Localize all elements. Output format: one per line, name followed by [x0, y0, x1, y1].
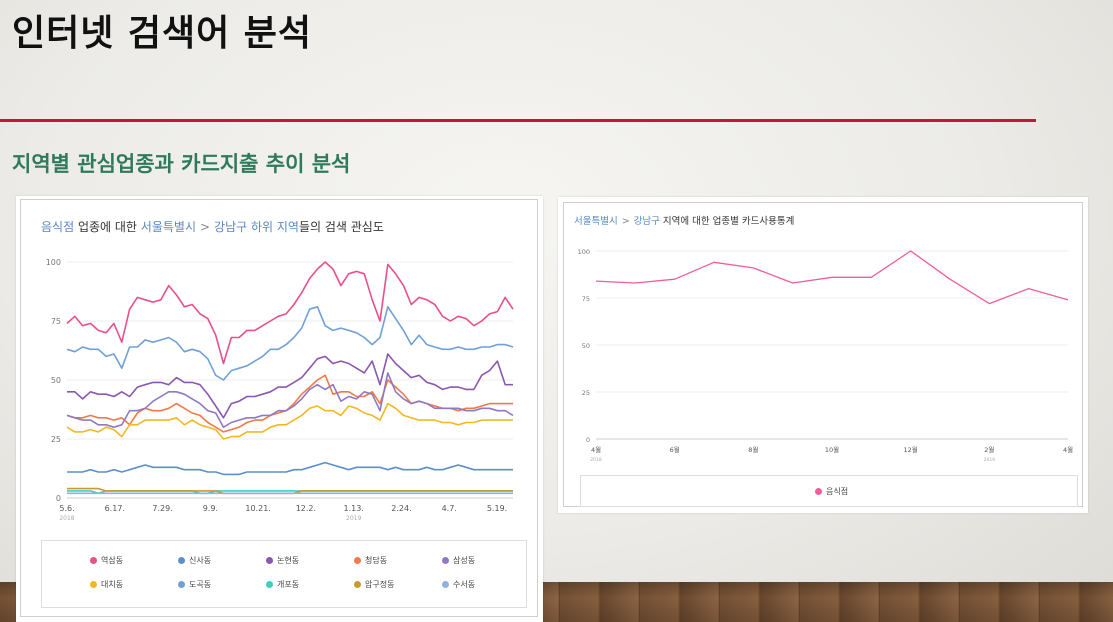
x-tick-label: 10월	[825, 445, 839, 454]
series-line-역삼동	[66, 261, 514, 365]
y-tick-label: 25	[582, 389, 590, 397]
legend-label: 청담동	[365, 556, 388, 565]
x-tick-label: 8월	[748, 445, 758, 454]
series-line-논현동	[67, 353, 513, 419]
x-tick-label: 5.6.	[59, 504, 74, 513]
x-tick-label: 2월	[984, 445, 994, 454]
card-usage-chart: 0 25 50 75 100 4월 2018 6월 8월 10월 12월 2월 2019 4월	[578, 248, 1073, 463]
legend-item[interactable]: 대치동	[90, 579, 123, 590]
legend-item[interactable]: 삼성동	[442, 555, 475, 566]
legend-item[interactable]: 개포동	[266, 579, 299, 590]
y-tick-label: 25	[51, 435, 61, 444]
legend-item[interactable]: 청담동	[354, 555, 387, 566]
series-line-청담동	[66, 374, 513, 433]
legend-label: 논현동	[277, 556, 300, 565]
x-tick-year: 2019	[346, 515, 361, 522]
series-line-대치동	[66, 402, 513, 440]
x-tick-label: 5.19.	[487, 504, 507, 513]
legend-label: 수서동	[453, 580, 476, 589]
x-tick-label: 4.7.	[442, 504, 457, 513]
legend-swatch	[442, 581, 449, 588]
search-interest-frame: 음식점 업종에 대한 서울특별시 > 강남구 하위 지역들의 검색 관심도 0 25 5…	[20, 199, 538, 617]
legend-item[interactable]: 신사동	[178, 555, 211, 566]
card-usage-legend: 음식점	[580, 475, 1078, 507]
caption-text: 업종에 대한	[74, 220, 141, 234]
legend-swatch	[178, 581, 185, 588]
caption-district: 강남구	[633, 216, 660, 227]
card-usage-panel: 서울특별시 > 강남구 지역에 대한 업종별 카드사용통계 0 25 50 75 100 4월…	[558, 197, 1088, 513]
x-tick-label: 10.21.	[245, 504, 270, 513]
y-tick-label: 50	[51, 376, 61, 385]
search-interest-panel: 음식점 업종에 대한 서울특별시 > 강남구 하위 지역들의 검색 관심도 0 25 5…	[16, 196, 543, 622]
caption-suffix: 지역에 대한 업종별 카드사용통계	[659, 216, 795, 227]
x-tick-label: 7.29.	[152, 504, 172, 513]
legend-label: 음식점	[826, 487, 849, 496]
legend-swatch	[90, 581, 97, 588]
legend-swatch	[815, 488, 822, 495]
legend-swatch	[90, 557, 97, 564]
legend-swatch	[442, 557, 449, 564]
legend-item[interactable]: 압구정동	[354, 579, 394, 590]
legend-swatch	[178, 557, 185, 564]
y-tick-label: 50	[582, 342, 590, 350]
series-line-음식점	[595, 250, 1069, 305]
slide-subtitle: 지역별 관심업종과 카드지출 추이 분석	[12, 152, 351, 176]
caption-city: 서울특별시	[574, 216, 618, 227]
legend-label: 도곡동	[189, 580, 212, 589]
title-divider	[0, 119, 1036, 122]
y-tick-label: 75	[582, 295, 590, 303]
x-tick-label: 4월	[591, 445, 601, 454]
x-tick-year: 2018	[590, 457, 602, 463]
y-tick-label: 75	[51, 317, 61, 326]
legend-label: 역삼동	[101, 556, 124, 565]
legend-label: 신사동	[189, 556, 212, 565]
caption-chevron: >	[621, 216, 630, 227]
caption-chevron: >	[199, 220, 211, 234]
legend-swatch	[354, 581, 361, 588]
caption-suffix: 들의 검색 관심도	[298, 220, 384, 234]
legend-label: 압구정동	[365, 580, 395, 589]
x-tick-label: 9.9.	[203, 504, 218, 513]
y-tick-label: 0	[56, 494, 61, 503]
series-line-신사동	[67, 461, 513, 476]
x-tick-label: 6.17.	[105, 504, 125, 513]
legend-item[interactable]: 음식점	[815, 486, 848, 497]
caption-district: 강남구 하위 지역	[214, 220, 299, 234]
legend-label: 삼성동	[453, 556, 476, 565]
card-usage-frame: 서울특별시 > 강남구 지역에 대한 업종별 카드사용통계 0 25 50 75 100 4월…	[563, 202, 1083, 507]
x-tick-year: 2019	[984, 457, 996, 463]
x-tick-label: 6월	[670, 445, 680, 454]
y-tick-label: 0	[586, 436, 590, 444]
x-tick-label: 12.2.	[296, 504, 316, 513]
legend-item[interactable]: 논현동	[266, 555, 299, 566]
x-tick-label: 1.13.	[343, 504, 363, 513]
search-interest-caption: 음식점 업종에 대한 서울특별시 > 강남구 하위 지역들의 검색 관심도	[41, 218, 384, 235]
card-usage-caption: 서울특별시 > 강남구 지역에 대한 업종별 카드사용통계	[574, 213, 794, 227]
legend-item[interactable]: 수서동	[442, 579, 475, 590]
caption-category: 음식점	[41, 220, 75, 234]
legend-label: 대치동	[101, 580, 124, 589]
legend-swatch	[354, 557, 361, 564]
y-tick-label: 100	[578, 248, 590, 256]
legend-item[interactable]: 도곡동	[178, 579, 211, 590]
caption-city: 서울특별시	[140, 220, 196, 234]
x-tick-label: 4월	[1063, 445, 1073, 454]
x-tick-label: 2.24.	[391, 504, 411, 513]
slide-title: 인터넷 검색어 분석	[12, 13, 313, 54]
legend-swatch	[266, 557, 273, 564]
x-tick-label: 12월	[904, 445, 918, 454]
search-interest-chart: 0 25 50 75 100 5.6. 2018 6.17. 7.29. 9.9. 10.21. 12…	[46, 258, 514, 522]
series-line-도곡동	[66, 306, 514, 381]
legend-label: 개포동	[277, 580, 300, 589]
series-line-삼성동	[66, 372, 514, 428]
y-tick-label: 100	[46, 258, 61, 267]
legend-item[interactable]: 역삼동	[90, 555, 123, 566]
x-tick-year: 2018	[59, 515, 74, 522]
legend-swatch	[266, 581, 273, 588]
